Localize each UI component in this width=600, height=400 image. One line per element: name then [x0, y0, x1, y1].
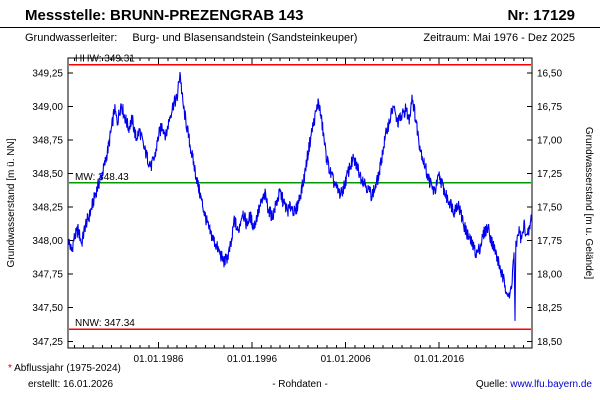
- y-axis-label-left: Grundwasserstand [m ü. NN]: [6, 138, 17, 267]
- y-tick-label-left: 347,75: [32, 270, 63, 281]
- header-title-row: Messstelle: BRUNN-PREZENGRAB 143 Nr: 171…: [0, 0, 600, 27]
- aquifer-label: Grundwasserleiter:: [25, 32, 118, 44]
- period: Zeitraum: Mai 1976 - Dez 2025: [423, 32, 575, 44]
- y-tick-label-left: 349,00: [32, 102, 63, 113]
- nnw-label: NNW: 347.34: [75, 318, 135, 329]
- y-tick-label-left: 348,00: [32, 236, 63, 247]
- y-tick-label-right: 18,00: [537, 270, 562, 281]
- x-tick-label: 01.01.1996: [227, 354, 277, 365]
- header-sub-row: Grundwasserleiter: Burg- und Blasensands…: [0, 28, 600, 44]
- header-divider: [0, 27, 600, 28]
- station-title: Messstelle: BRUNN-PREZENGRAB 143: [25, 7, 303, 24]
- station-name: BRUNN-PREZENGRAB 143: [110, 7, 304, 24]
- y-tick-label-left: 347,25: [32, 337, 63, 348]
- y-tick-label-right: 17,75: [537, 236, 562, 247]
- header: Messstelle: BRUNN-PREZENGRAB 143 Nr: 171…: [0, 0, 600, 44]
- footnote-marker: *: [8, 363, 12, 374]
- y-tick-label-right: 16,75: [537, 102, 562, 113]
- source-link[interactable]: www.lfu.bayern.de: [510, 379, 592, 390]
- y-tick-label-right: 18,50: [537, 337, 562, 348]
- x-tick-label: 01.01.2006: [321, 354, 371, 365]
- hhw-label: HHW: 349.31: [75, 54, 135, 65]
- footnote-text: Abflussjahr (1975-2024): [14, 363, 121, 374]
- y-axis-label-right: Grundwasserstand [m u. Gelände]: [583, 127, 594, 280]
- x-tick-label: 01.01.2016: [414, 354, 464, 365]
- y-tick-label-right: 18,25: [537, 303, 562, 314]
- y-tick-label-left: 348,25: [32, 203, 63, 214]
- y-tick-label-right: 16,50: [537, 68, 562, 79]
- y-tick-label-left: 348,75: [32, 135, 63, 146]
- station-number: Nr: 17129: [507, 7, 575, 24]
- series-line: [68, 71, 533, 321]
- y-tick-label-right: 17,50: [537, 203, 562, 214]
- aquifer: Grundwasserleiter: Burg- und Blasensands…: [25, 32, 357, 44]
- y-tick-label-right: 17,00: [537, 135, 562, 146]
- plot-border: [67, 57, 533, 349]
- aquifer-value: Burg- und Blasensandstein (Sandsteinkeup…: [132, 32, 358, 44]
- y-tick-label-right: 17,25: [537, 169, 562, 180]
- created-date: erstellt: 16.01.2026: [28, 379, 114, 390]
- footnote: * Abflussjahr (1975-2024): [8, 363, 121, 374]
- source: Quelle: www.lfu.bayern.de: [476, 379, 592, 390]
- y-tick-label-left: 349,25: [32, 68, 63, 79]
- x-tick-label: 01.01.1986: [133, 354, 183, 365]
- source-label: Quelle:: [475, 379, 508, 390]
- y-tick-label-left: 348,50: [32, 169, 63, 180]
- station-label: Messstelle:: [25, 7, 106, 24]
- y-tick-label-left: 347,50: [32, 303, 63, 314]
- data-type-label: - Rohdaten -: [272, 379, 328, 390]
